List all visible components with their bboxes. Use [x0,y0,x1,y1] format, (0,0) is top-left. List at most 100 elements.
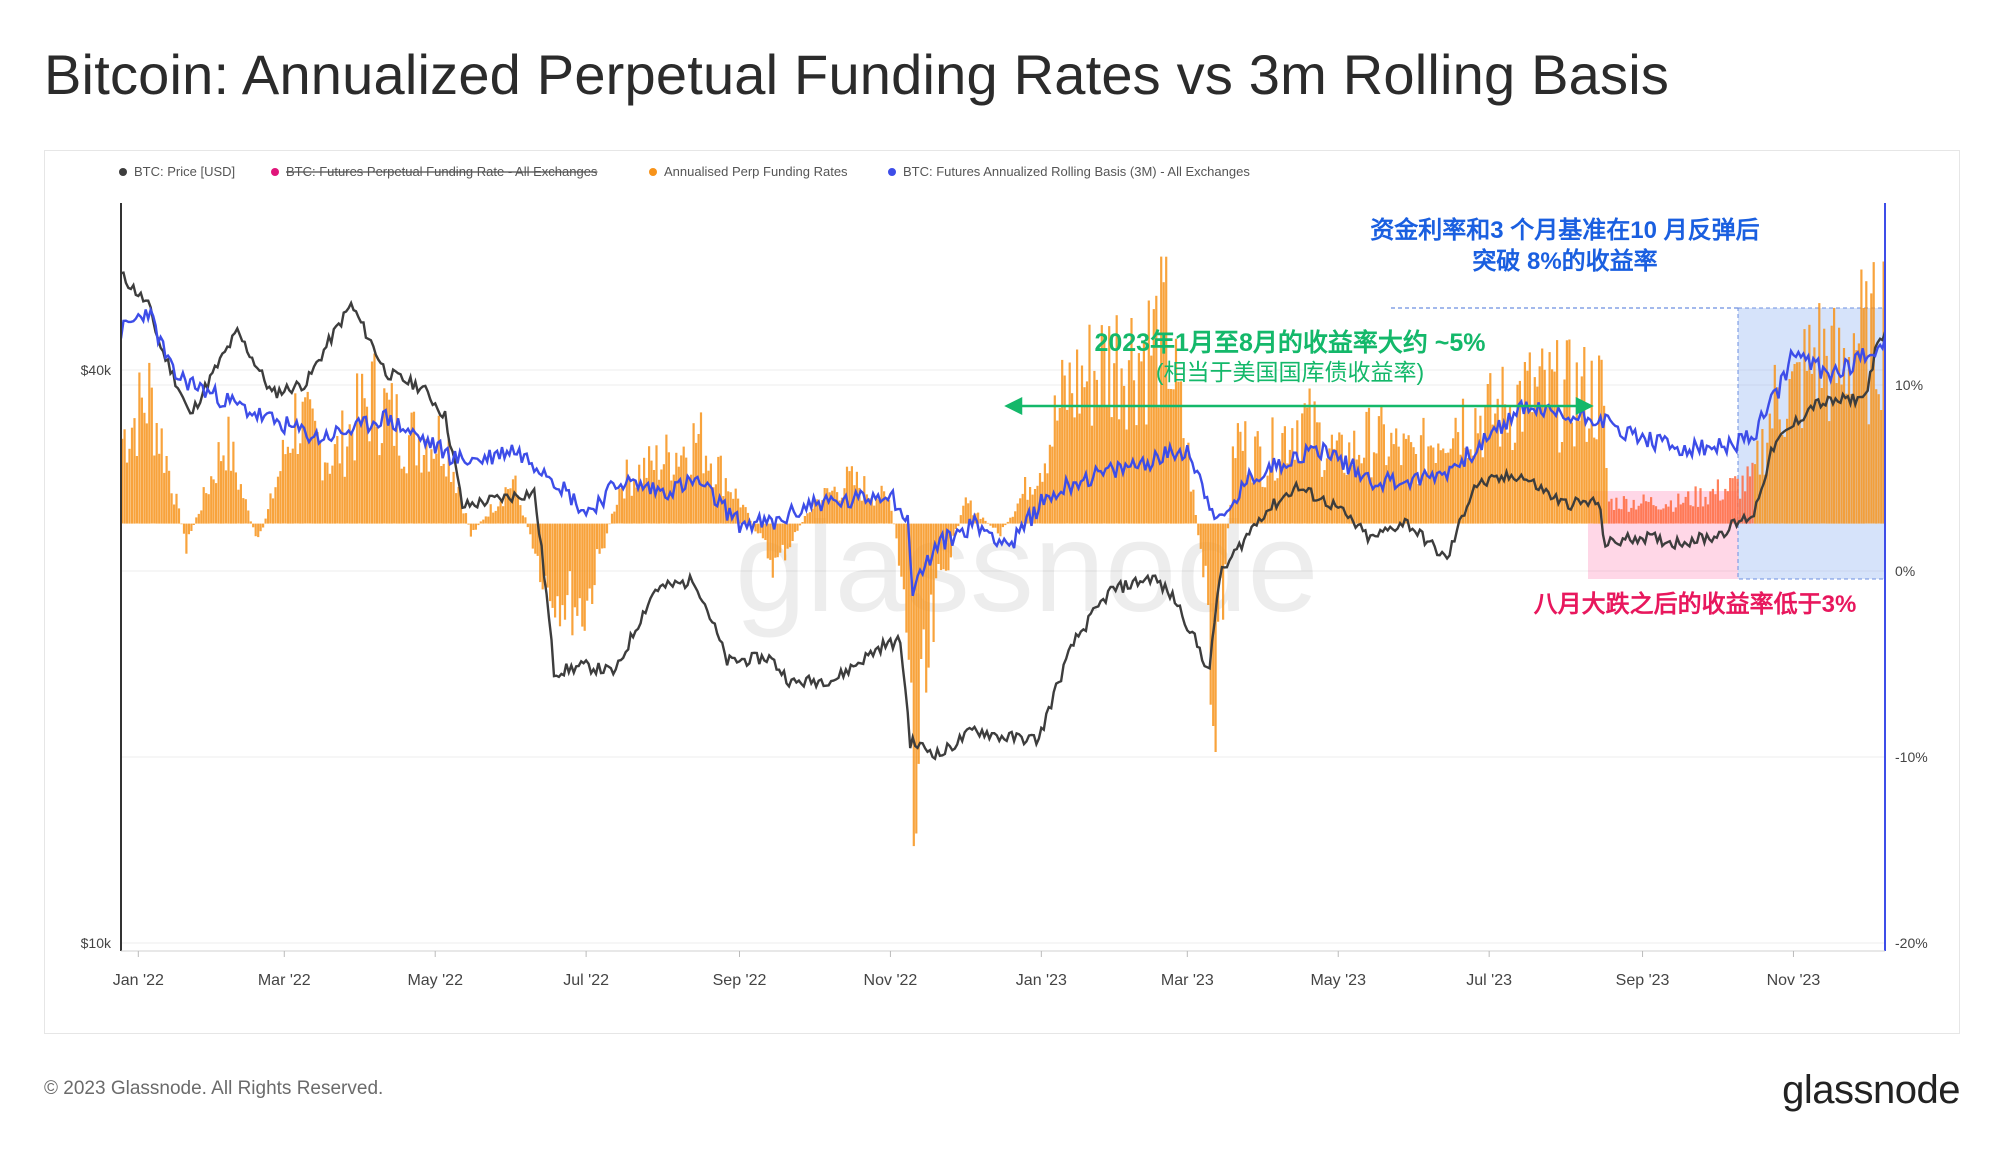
funding-bar [1650,497,1653,524]
funding-bar [462,513,465,524]
funding-bar [1637,505,1640,524]
funding-bar [823,488,826,524]
funding-bar [1729,478,1732,524]
legend-annualised-funding-label[interactable]: Annualised Perp Funding Rates [664,164,848,179]
funding-bar [1526,370,1529,524]
funding-bar [469,523,472,537]
funding-bar [1298,462,1301,524]
funding-bar [883,491,886,524]
funding-bar [237,489,240,524]
funding-bar [1845,393,1848,524]
funding-bar [1073,417,1076,524]
funding-bar [1382,424,1385,524]
funding-bar [1174,338,1178,524]
funding-bar [1333,448,1336,524]
legend-basis-label[interactable]: BTC: Futures Annualized Rolling Basis (3… [903,164,1250,179]
funding-bar [1345,474,1348,524]
funding-bar [232,441,235,524]
funding-bar [1335,440,1338,524]
funding-bar [640,483,643,524]
funding-bar [403,466,406,524]
funding-bar [781,523,784,545]
funding-bar [264,518,267,524]
legend-price-label[interactable]: BTC: Price [USD] [134,164,235,179]
funding-bar [1647,501,1650,524]
funding-bar [1187,442,1190,524]
funding-bar [1659,509,1663,524]
funding-bar [1004,523,1007,526]
funding-bar [1400,465,1403,524]
funding-bar [964,497,967,524]
funding-bar [430,449,433,524]
funding-bar [1466,458,1470,524]
funding-bar [170,493,173,524]
funding-bar [1358,454,1361,524]
funding-bar [727,491,730,524]
funding-bar [1783,436,1786,524]
funding-bar [655,445,658,524]
funding-bar [1165,256,1168,524]
funding-bar [774,523,777,558]
funding-bar [1538,366,1541,524]
funding-bar [1513,442,1517,524]
funding-bar [393,445,396,524]
funding-bar [1880,410,1883,524]
funding-bar [1053,395,1056,524]
funding-bar [1528,352,1531,524]
funding-bar [1741,475,1744,524]
funding-bar [524,517,527,524]
funding-bar [1855,350,1858,524]
funding-bar [1162,282,1165,524]
funding-bar [217,442,220,524]
funding-bar [1241,450,1244,524]
funding-bar [1689,505,1692,524]
funding-bar [544,523,547,576]
funding-bar [1434,463,1437,524]
funding-bar [321,480,324,524]
green-arrow-left-head [1004,396,1023,416]
funding-bar [1197,523,1200,536]
funding-bar [130,427,134,524]
funding-bar [140,397,143,524]
copyright-text: © 2023 Glassnode. All Rights Reserved. [44,1078,384,1099]
funding-bar [1207,523,1210,605]
funding-bar [1575,362,1578,524]
x-tick-label: Sep '22 [713,972,767,989]
funding-bar [1481,457,1484,524]
legend-funding-rate-label[interactable]: BTC: Futures Perpetual Funding Rate - Al… [286,164,598,179]
glassnode-logo: glassnode [1782,1068,1960,1112]
funding-bar [358,419,361,524]
funding-bar [153,455,156,524]
funding-bar [1318,422,1321,524]
funding-bar [1217,523,1220,622]
funding-bar [682,446,685,524]
funding-bar [1862,308,1865,524]
funding-bar [1011,516,1014,524]
funding-bar [177,508,181,524]
funding-bar [1135,425,1138,524]
green-annotation-line-1: 2023年1月至8月的收益率大约 ~5% [1094,328,1485,357]
funding-bar [1244,421,1247,524]
funding-bar [1865,281,1868,524]
funding-bar [234,472,237,524]
funding-bar [1518,380,1521,524]
funding-bar [1303,403,1306,524]
funding-bar [1704,496,1707,524]
funding-bar [202,487,205,524]
funding-bar [858,487,861,524]
funding-bar [670,480,673,524]
funding-bar [848,471,851,524]
funding-bar [888,500,891,524]
funding-bar [1029,487,1032,524]
funding-bar [499,501,502,524]
funding-bar [1251,482,1254,524]
funding-bar [712,487,715,524]
funding-bar [398,455,401,524]
y-left-tick-40k: $40k [81,362,112,378]
funding-bar [482,519,485,524]
funding-bar [1556,340,1559,524]
funding-bar [296,454,299,524]
funding-bar [1076,349,1079,524]
legend-annualised-funding-dot [649,168,657,176]
legend-basis-dot [888,168,896,176]
